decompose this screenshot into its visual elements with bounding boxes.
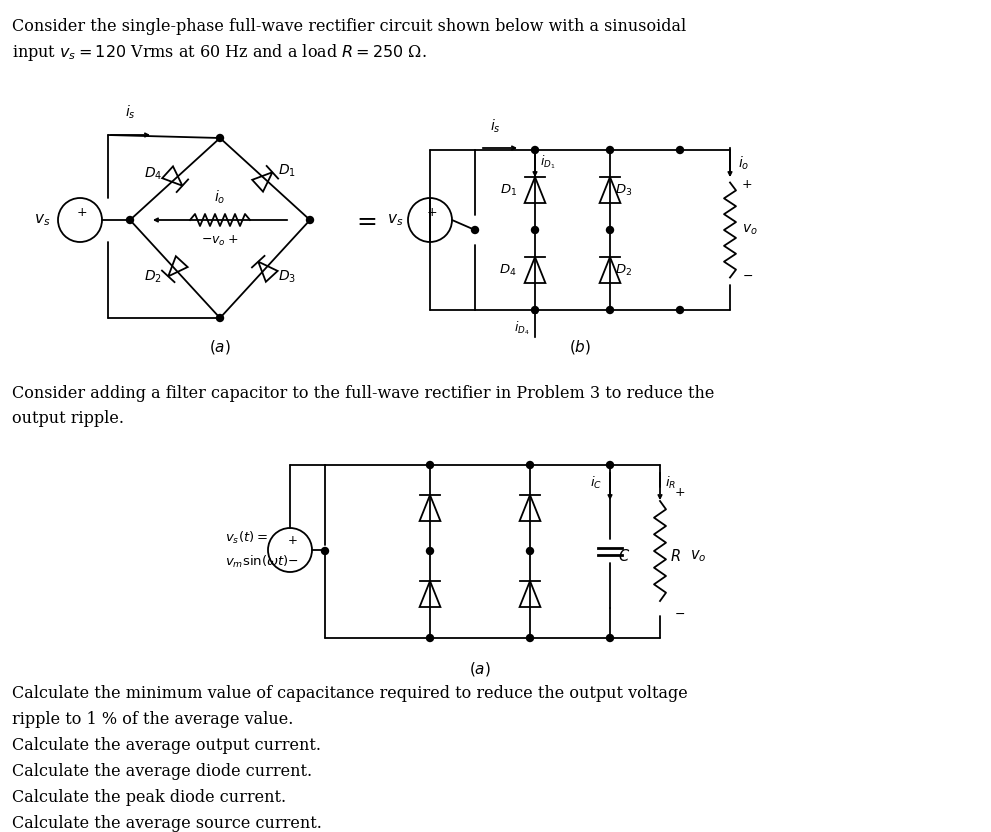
Text: $i_C$: $i_C$ — [590, 475, 602, 491]
Text: $(a)$: $(a)$ — [209, 338, 231, 356]
Circle shape — [606, 306, 613, 314]
Text: +: + — [76, 206, 87, 219]
Text: Calculate the average source current.: Calculate the average source current. — [12, 815, 322, 832]
Text: $D_4$: $D_4$ — [499, 262, 517, 278]
Circle shape — [306, 216, 313, 224]
Text: $i_s$: $i_s$ — [490, 117, 500, 135]
Circle shape — [606, 146, 613, 153]
Text: Consider adding a filter capacitor to the full-wave rectifier in Problem 3 to re: Consider adding a filter capacitor to th… — [12, 385, 715, 402]
Circle shape — [127, 216, 134, 224]
Text: $v_o$: $v_o$ — [690, 548, 707, 564]
Circle shape — [531, 146, 538, 153]
Text: $D_1$: $D_1$ — [499, 182, 517, 197]
Text: Calculate the peak diode current.: Calculate the peak diode current. — [12, 789, 286, 806]
Circle shape — [606, 635, 613, 641]
Text: $R$: $R$ — [670, 548, 681, 564]
Text: $- v_o +$: $- v_o +$ — [201, 234, 239, 248]
Circle shape — [472, 226, 479, 234]
Text: Calculate the average output current.: Calculate the average output current. — [12, 737, 321, 754]
Text: $D_2$: $D_2$ — [144, 269, 162, 285]
Text: $D_1$: $D_1$ — [278, 163, 296, 179]
Circle shape — [677, 146, 684, 153]
Text: $D_2$: $D_2$ — [615, 262, 632, 278]
Text: $v_s$: $v_s$ — [386, 212, 403, 228]
Circle shape — [216, 314, 224, 321]
Text: Consider the single-phase full-wave rectifier circuit shown below with a sinusoi: Consider the single-phase full-wave rect… — [12, 18, 686, 35]
Text: $v_m \sin(\omega t)$: $v_m \sin(\omega t)$ — [225, 554, 288, 570]
Text: $i_{D_4}$: $i_{D_4}$ — [514, 319, 530, 337]
Circle shape — [426, 635, 433, 641]
Text: Calculate the minimum value of capacitance required to reduce the output voltage: Calculate the minimum value of capacitan… — [12, 685, 688, 702]
Circle shape — [216, 135, 224, 141]
Circle shape — [531, 306, 538, 314]
Text: $-$: $-$ — [675, 607, 686, 620]
Text: $D_3$: $D_3$ — [277, 269, 296, 285]
Text: input $v_s = 120$ Vrms at 60 Hz and a load $R = 250$ Ω.: input $v_s = 120$ Vrms at 60 Hz and a lo… — [12, 42, 427, 63]
Circle shape — [606, 462, 613, 468]
Text: $=$: $=$ — [353, 208, 378, 232]
Circle shape — [426, 547, 433, 554]
Text: $(b)$: $(b)$ — [569, 338, 591, 356]
Circle shape — [677, 306, 684, 314]
Circle shape — [531, 226, 538, 234]
Text: $D_4$: $D_4$ — [144, 166, 163, 182]
Circle shape — [526, 547, 533, 554]
Circle shape — [321, 547, 328, 554]
Text: ripple to 1 % of the average value.: ripple to 1 % of the average value. — [12, 711, 293, 728]
Text: $-$: $-$ — [742, 269, 753, 281]
Text: $-$: $-$ — [287, 553, 298, 567]
Text: $(a)$: $(a)$ — [469, 660, 491, 678]
Text: Calculate the average diode current.: Calculate the average diode current. — [12, 763, 312, 780]
Text: +: + — [675, 487, 686, 499]
Text: +: + — [427, 206, 437, 219]
Circle shape — [606, 226, 613, 234]
Text: $C$: $C$ — [618, 548, 630, 564]
Text: +: + — [288, 534, 298, 547]
Text: +: + — [742, 179, 752, 191]
Text: output ripple.: output ripple. — [12, 410, 124, 427]
Text: $i_{D_1}$: $i_{D_1}$ — [540, 153, 556, 171]
Text: $v_s(t) =$: $v_s(t) =$ — [225, 530, 268, 546]
Circle shape — [526, 462, 533, 468]
Text: $D_3$: $D_3$ — [615, 182, 632, 197]
Text: $v_o$: $v_o$ — [742, 223, 758, 237]
Circle shape — [426, 462, 433, 468]
Text: $i_s$: $i_s$ — [125, 104, 136, 121]
Circle shape — [526, 635, 533, 641]
Text: $i_R$: $i_R$ — [665, 475, 676, 491]
Text: $i_o$: $i_o$ — [738, 155, 749, 172]
Text: $v_s$: $v_s$ — [34, 212, 51, 228]
Text: $i_o$: $i_o$ — [214, 189, 226, 206]
